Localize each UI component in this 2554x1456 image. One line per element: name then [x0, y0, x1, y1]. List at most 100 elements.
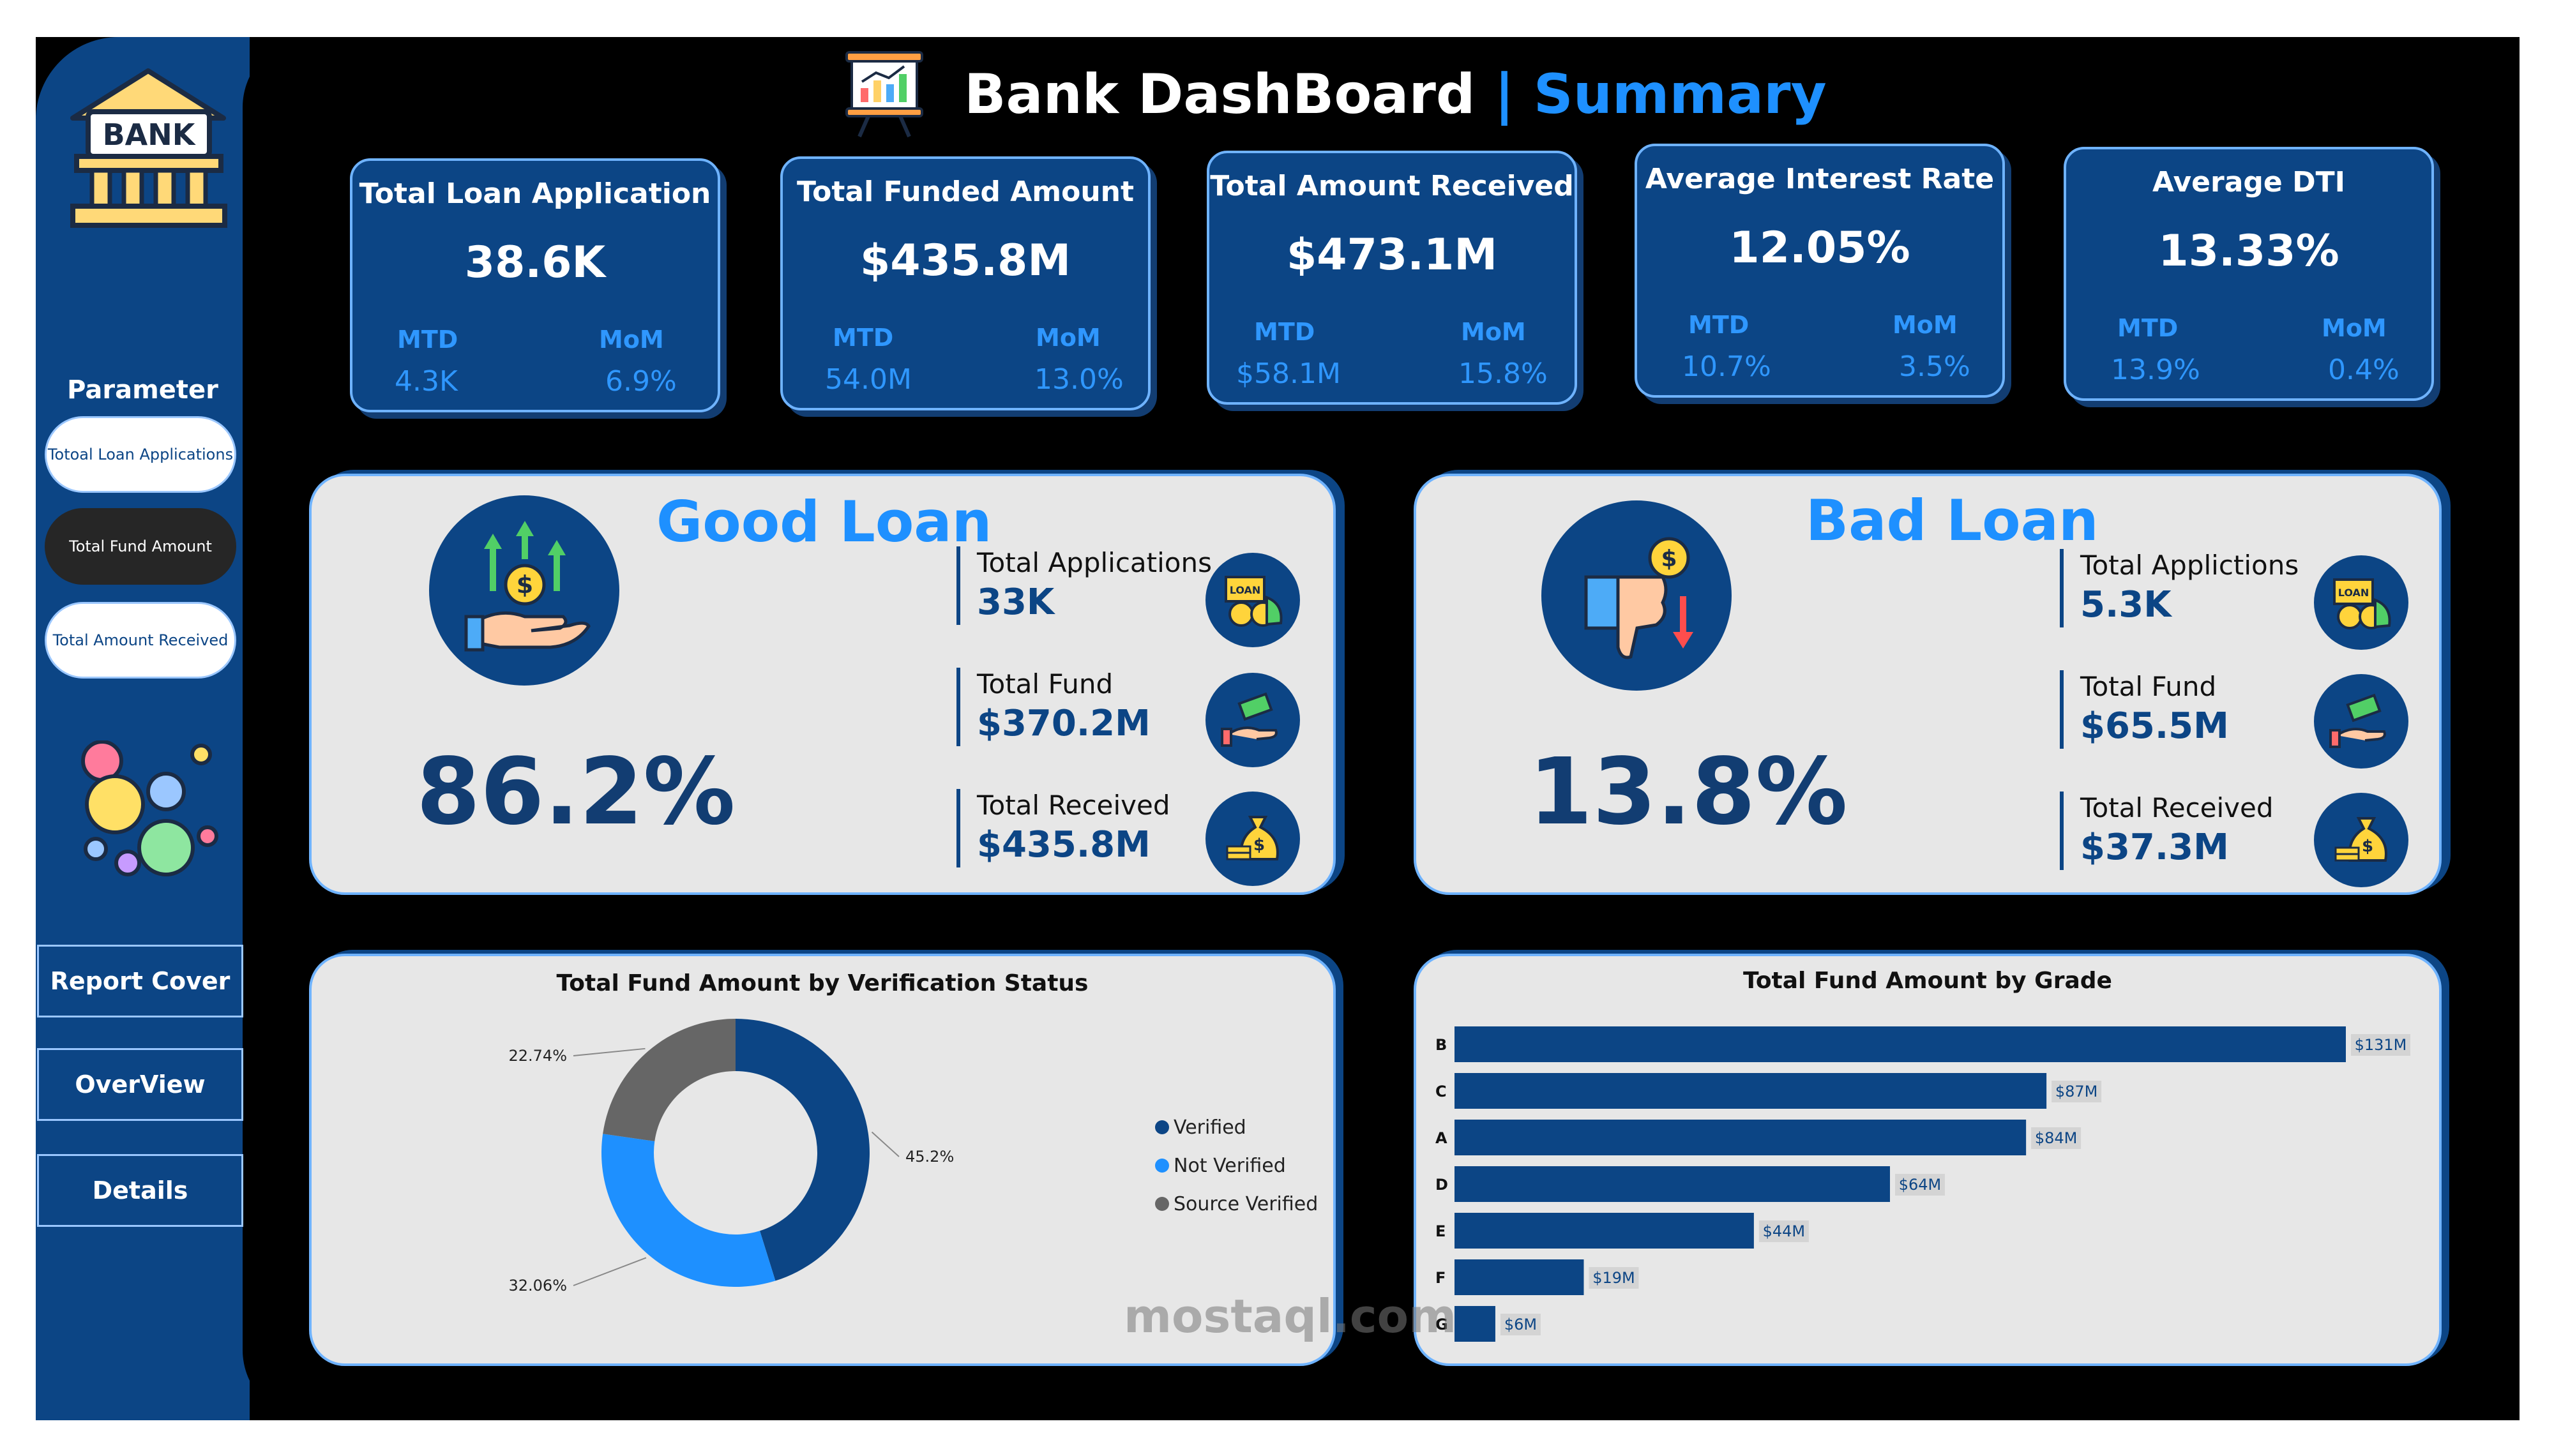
- chart-title: Total Fund Amount by Grade: [1743, 968, 2112, 994]
- bar-data-label: $84M: [2035, 1129, 2078, 1147]
- svg-text:LOAN: LOAN: [2338, 587, 2369, 599]
- kpi-mom-label: MoM: [1461, 318, 1526, 346]
- nav-overview-button[interactable]: OverView: [37, 1048, 243, 1121]
- kpi-title: Total Amount Received: [1210, 170, 1574, 202]
- bar-category-label: B: [1435, 1036, 1447, 1054]
- good-loan-icon: $: [429, 495, 619, 686]
- nav-report-cover-button[interactable]: Report Cover: [37, 945, 243, 1017]
- donut-slice-not-verified[interactable]: [601, 1134, 776, 1287]
- kpi-card-total-loan-application: Total Loan Application 38.6K MTD MoM 4.3…: [350, 158, 720, 412]
- kpi-mom-value: 15.8%: [1458, 357, 1548, 390]
- bar-grade-e[interactable]: [1455, 1213, 1754, 1249]
- stat-label: Total Received: [977, 790, 1170, 821]
- kpi-mom-value: 6.9%: [605, 365, 677, 398]
- kpi-title: Total Funded Amount: [797, 176, 1134, 208]
- page-header: Bank DashBoard | Summary: [843, 50, 1827, 139]
- donut-leader-line: [573, 1047, 646, 1056]
- bar-category-label: C: [1435, 1083, 1447, 1100]
- legend-label: Verified: [1174, 1116, 1246, 1139]
- legend-marker: [1155, 1159, 1169, 1173]
- bad-loan-panel: Bad Loan $ 13.8% Total Applictions 5.3K …: [1414, 474, 2442, 895]
- page-subtitle: Summary: [1533, 63, 1827, 126]
- svg-text:LOAN: LOAN: [1230, 584, 1261, 596]
- bad-loan-stat-fund: Total Fund $65.5M: [2060, 670, 2229, 749]
- bar-category-label: E: [1435, 1222, 1446, 1240]
- good-loan-percent: 86.2%: [416, 738, 736, 845]
- bar-grade-c[interactable]: [1455, 1073, 2047, 1109]
- hand-money-icon: [1205, 673, 1300, 767]
- good-loan-panel: Good Loan $ 86.2% Total Applications 33K…: [309, 474, 1336, 895]
- stat-label: Total Fund: [2080, 671, 2217, 702]
- money-bag-icon: $: [1205, 792, 1300, 886]
- kpi-mom-value: 3.5%: [1899, 350, 1970, 383]
- kpi-mtd-value: 54.0M: [825, 363, 912, 396]
- parameter-label: Parameter: [67, 375, 218, 405]
- donut-data-label: 32.06%: [508, 1277, 567, 1295]
- legend-marker: [1155, 1120, 1169, 1134]
- bar-grade-d[interactable]: [1455, 1166, 1891, 1202]
- bar-data-label: $19M: [1592, 1269, 1635, 1287]
- grade-bar-chart: B $131M C $87M A $84M D $64M E $44M F $19M G $6M: [1435, 1026, 2410, 1342]
- svg-text:$: $: [1661, 546, 1677, 572]
- kpi-mtd-label: MTD: [833, 324, 894, 352]
- bar-category-label: G: [1435, 1316, 1448, 1333]
- money-bag-icon: $: [2314, 793, 2408, 887]
- bar-grade-b[interactable]: [1455, 1026, 2346, 1062]
- kpi-value: 13.33%: [2158, 226, 2339, 276]
- bar-label-bg: [2351, 1034, 2410, 1056]
- bad-loan-title: Bad Loan: [1806, 488, 2099, 553]
- loan-bag-icon: LOAN: [2314, 555, 2408, 650]
- kpi-mtd-label: MTD: [2117, 314, 2179, 342]
- grade-chart-panel: Total Fund Amount by Grade B $131M C $87M A $…: [1414, 954, 2442, 1366]
- legend-label: Source Verified: [1174, 1193, 1318, 1215]
- param-total-fund-amount[interactable]: Total Fund Amount: [45, 508, 236, 585]
- kpi-mom-label: MoM: [599, 326, 664, 354]
- stat-label: Total Applictions: [2080, 550, 2299, 581]
- bar-label-bg: [1758, 1220, 1809, 1242]
- bar-grade-g[interactable]: [1455, 1306, 1495, 1342]
- bar-category-label: F: [1435, 1269, 1446, 1287]
- bar-data-label: $131M: [2355, 1036, 2407, 1054]
- bar-grade-f[interactable]: [1455, 1259, 1584, 1295]
- bad-loan-percent: 13.8%: [1529, 738, 1848, 845]
- legend-label: Not Verified: [1174, 1155, 1286, 1177]
- kpi-mtd-value: 13.9%: [2111, 354, 2200, 386]
- kpi-mtd-value: $58.1M: [1236, 357, 1341, 390]
- kpi-value: 12.05%: [1729, 223, 1910, 273]
- kpi-mtd-label: MTD: [1254, 318, 1315, 346]
- donut-leader-line: [871, 1131, 900, 1157]
- bad-loan-icon: $: [1541, 500, 1732, 691]
- kpi-card-average-dti: Average DTI 13.33% MTD MoM 13.9% 0.4%: [2064, 147, 2434, 401]
- param-total-loan-applications[interactable]: Totoal Loan Applications: [45, 416, 236, 493]
- loan-bag-icon: LOAN: [1205, 553, 1300, 647]
- good-loan-stat-applications: Total Applications 33K: [956, 546, 1212, 625]
- param-total-amount-received[interactable]: Total Amount Received: [45, 602, 236, 679]
- kpi-title: Average Interest Rate: [1645, 163, 1995, 195]
- bad-loan-stat-received: Total Received $37.3M: [2060, 792, 2274, 870]
- kpi-value: 38.6K: [464, 237, 606, 288]
- verification-donut-chart: 45.2% 32.06% 22.74% Verified Not Verified Sou…: [508, 1019, 1318, 1295]
- donut-slice-verified[interactable]: [736, 1019, 870, 1281]
- donut-data-label: 45.2%: [905, 1148, 954, 1166]
- bar-grade-a[interactable]: [1455, 1120, 2027, 1155]
- page-title: Bank DashBoard: [964, 63, 1476, 126]
- nav-details-button[interactable]: Details: [37, 1154, 243, 1227]
- bar-data-label: $64M: [1899, 1176, 1942, 1194]
- kpi-value: $473.1M: [1286, 230, 1498, 280]
- chart-title: Total Fund Amount by Verification Status: [556, 970, 1089, 996]
- stat-value: $435.8M: [977, 823, 1151, 866]
- stat-value: 5.3K: [2080, 583, 2172, 626]
- donut-slice-source-verified[interactable]: [603, 1019, 736, 1141]
- good-loan-stat-received: Total Received $435.8M: [956, 789, 1170, 867]
- svg-text:$: $: [1253, 836, 1265, 855]
- kpi-title: Total Loan Application: [359, 177, 711, 210]
- stat-value: $370.2M: [977, 702, 1151, 744]
- kpi-mom-value: 0.4%: [2328, 354, 2399, 386]
- stat-label: Total Fund: [977, 668, 1114, 700]
- kpi-mtd-label: MTD: [1688, 311, 1749, 339]
- stat-label: Total Received: [2080, 792, 2274, 823]
- bubbles-icon: [81, 740, 218, 876]
- bar-data-label: $44M: [1763, 1222, 1806, 1240]
- good-loan-stat-fund: Total Fund $370.2M: [956, 668, 1151, 746]
- stat-value: $37.3M: [2080, 826, 2229, 868]
